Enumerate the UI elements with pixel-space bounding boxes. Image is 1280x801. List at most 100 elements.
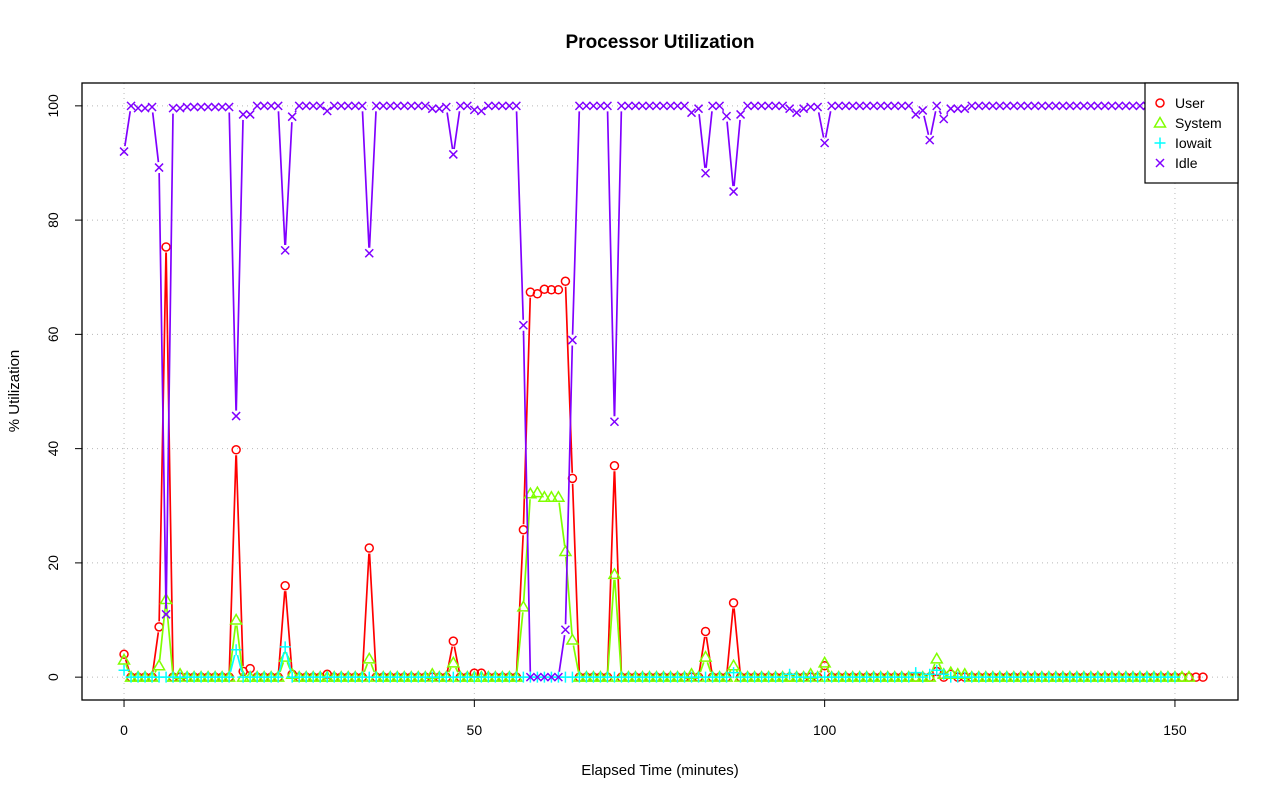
data-point-system: [1182, 670, 1196, 682]
data-point-idle: [441, 102, 451, 112]
data-point-idle: [357, 101, 367, 111]
y-tick-label: 20: [45, 555, 61, 571]
data-point-idle: [799, 104, 809, 114]
data-point-system: [929, 651, 944, 664]
data-point-idle: [399, 101, 409, 111]
data-point-idle: [771, 101, 781, 111]
data-point-idle: [371, 101, 381, 111]
data-point-idle: [813, 102, 823, 112]
data-point-idle: [911, 109, 921, 119]
data-point-idle: [245, 109, 255, 119]
data-point-idle: [1044, 101, 1054, 111]
data-point-idle: [567, 335, 577, 345]
data-point-idle: [602, 101, 612, 111]
data-point-idle: [1065, 101, 1075, 111]
data-point-system: [530, 485, 545, 498]
x-tick-label: 0: [120, 722, 128, 738]
data-point-iowait: [903, 671, 915, 683]
data-point-idle: [672, 101, 683, 111]
chart-title: Processor Utilization: [566, 32, 755, 53]
data-point-idle: [694, 104, 704, 114]
data-point-idle: [890, 101, 900, 111]
data-point-idle: [967, 101, 977, 111]
data-point-iowait: [279, 641, 291, 653]
data-point-idle: [231, 411, 241, 421]
data-point-user: [609, 461, 620, 471]
series-line-system: [125, 499, 943, 673]
data-point-idle: [511, 101, 521, 111]
data-point-idle: [140, 103, 150, 113]
data-point-idle: [560, 625, 570, 635]
data-point-system: [117, 653, 131, 665]
data-point-idle: [925, 135, 935, 145]
data-point-idle: [1121, 101, 1131, 111]
data-point-idle: [455, 101, 465, 111]
y-axis: 0 20 40 60 80 100: [45, 94, 82, 681]
data-point-idle: [581, 101, 591, 111]
legend-label-system: System: [1175, 115, 1222, 131]
data-point-idle: [539, 672, 549, 682]
data-point-idle: [308, 101, 318, 111]
data-point-idle: [1072, 101, 1082, 111]
data-point-idle: [588, 101, 598, 111]
data-point-system: [278, 650, 292, 662]
data-point-idle: [862, 101, 872, 111]
data-point-idle: [1016, 101, 1026, 111]
data-point-idle: [834, 101, 844, 111]
data-point-iowait: [777, 671, 789, 683]
data-point-idle: [1079, 101, 1089, 111]
data-point-idle: [168, 103, 178, 113]
data-point-idle: [1037, 101, 1047, 111]
data-point-idle: [644, 101, 655, 111]
data-point-idle: [301, 101, 311, 111]
data-point-idle: [490, 101, 500, 111]
data-point-user: [700, 626, 711, 637]
data-point-user: [231, 445, 241, 455]
data-point-idle: [273, 101, 283, 111]
data-point-user: [532, 289, 543, 299]
data-point-idle: [252, 101, 262, 111]
data-point-system: [362, 651, 377, 664]
data-point-idle: [343, 101, 353, 111]
data-point-iowait: [223, 671, 235, 683]
data-point-idle: [364, 248, 374, 258]
data-point-idle: [210, 102, 220, 112]
data-point-idle: [161, 609, 171, 619]
legend-marker-idle: [1155, 158, 1165, 168]
data-point-idle: [119, 147, 129, 157]
data-point-system: [698, 650, 713, 662]
data-point-system: [446, 655, 461, 668]
series-line-idle: [124, 109, 949, 672]
data-point-idle: [532, 672, 542, 682]
data-point-idle: [189, 102, 199, 112]
data-point-idle: [918, 105, 928, 115]
data-point-idle: [701, 168, 711, 178]
data-point-idle: [462, 101, 472, 111]
data-point-idle: [679, 101, 690, 111]
data-point-idle: [175, 103, 185, 113]
data-point-idle: [630, 101, 641, 111]
series-user: [119, 242, 1208, 682]
data-point-iowait: [728, 667, 740, 679]
legend-label-idle: Idle: [1175, 155, 1198, 171]
data-point-idle: [294, 101, 304, 111]
data-point-idle: [217, 102, 227, 112]
data-point-idle: [287, 112, 297, 122]
data-point-idle: [995, 101, 1005, 111]
data-point-idle: [133, 103, 143, 113]
data-point-idle: [841, 101, 851, 111]
data-point-idle: [413, 101, 423, 111]
data-point-idle: [792, 108, 802, 118]
data-point-idle: [497, 101, 507, 111]
data-point-idle: [315, 101, 325, 111]
data-point-iowait: [938, 668, 950, 680]
data-point-idle: [848, 101, 858, 111]
legend-marker-iowait: [1154, 137, 1166, 149]
data-point-idle: [932, 101, 942, 111]
data-point-idle: [953, 104, 963, 114]
data-point-idle: [280, 245, 290, 255]
legend-label-user: User: [1175, 95, 1205, 111]
x-axis-label: Elapsed Time (minutes): [581, 762, 739, 779]
data-point-system: [516, 599, 531, 612]
